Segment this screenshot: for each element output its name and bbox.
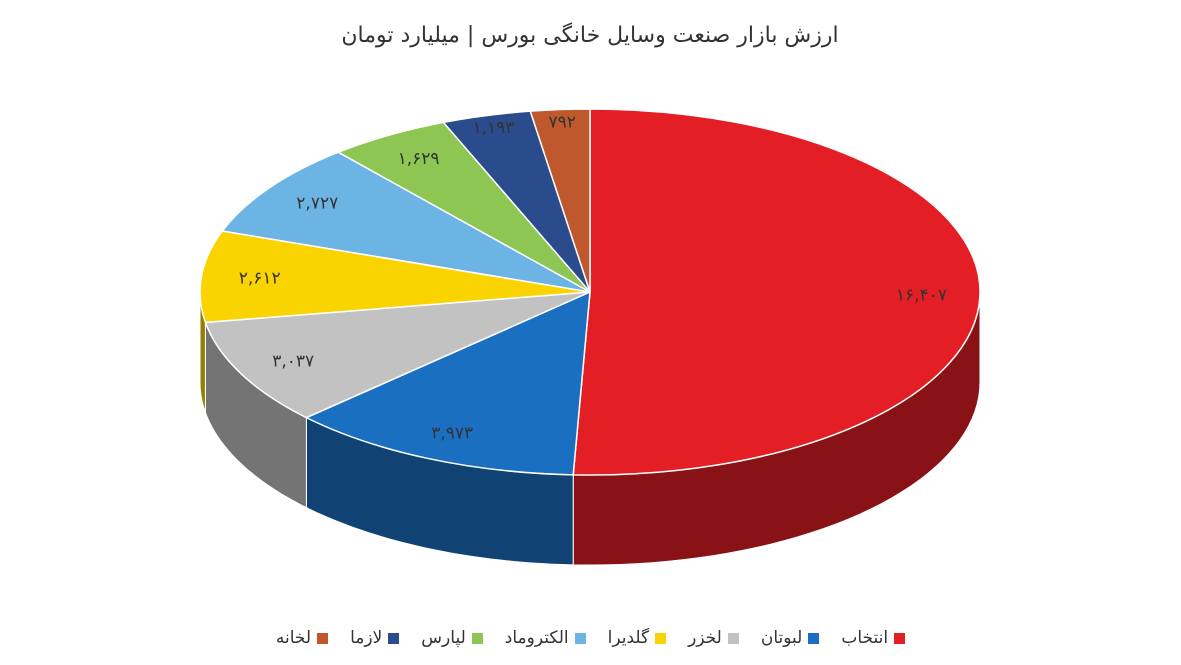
legend-label: لبوتان	[760, 628, 803, 648]
data-label: ۷۹۲	[548, 112, 575, 132]
legend-item: انتخاب	[841, 628, 906, 648]
data-label: ۲,۶۱۲	[239, 269, 281, 289]
legend-item: گلدیرا	[607, 628, 667, 648]
data-label: ۳,۰۳۷	[272, 351, 314, 371]
chart: ارزش بازار صنعت وسایل خانگی بورس | میلیا…	[199, 22, 981, 566]
legend: انتخاب لبوتان لخزر گلدیرا الکتروماد لپارس لازم…	[0, 628, 1181, 648]
legend-label: لخانه	[275, 628, 312, 648]
chart-title: ارزش بازار صنعت وسایل خانگی بورس | میلیا…	[341, 22, 838, 48]
data-label: ۳,۹۷۳	[431, 423, 473, 443]
legend-swatch	[574, 632, 586, 644]
legend-swatch	[317, 632, 329, 644]
data-label: ۱۶,۴۰۷	[896, 285, 947, 305]
data-label: ۱,۶۲۹	[398, 149, 440, 169]
slice	[572, 108, 981, 476]
legend-item: لازما	[350, 628, 400, 648]
slice	[199, 230, 591, 324]
data-label: ۱,۱۹۳	[472, 118, 514, 138]
legend-label: گلدیرا	[607, 628, 650, 648]
legend-swatch	[471, 632, 483, 644]
slice	[529, 108, 591, 293]
legend-item: لخانه	[275, 628, 329, 648]
slice	[220, 151, 591, 293]
legend-swatch	[655, 632, 667, 644]
legend-label: لخزر	[688, 628, 722, 648]
legend-label: لپارس	[421, 628, 466, 648]
legend-item: لبوتان	[761, 628, 820, 648]
legend-item: لخزر	[688, 628, 739, 648]
slice	[204, 291, 591, 419]
legend-label: لازما	[350, 628, 383, 648]
legend-label: الکتروماد	[504, 628, 569, 648]
data-label: ۲,۷۲۷	[296, 194, 338, 214]
slice	[304, 290, 591, 476]
legend-label: انتخاب	[841, 628, 889, 648]
legend-swatch	[727, 632, 739, 644]
legend-swatch	[894, 632, 906, 644]
legend-swatch	[808, 632, 820, 644]
legend-swatch	[388, 632, 400, 644]
legend-item: الکتروماد	[505, 628, 586, 648]
legend-item: لپارس	[421, 628, 483, 648]
